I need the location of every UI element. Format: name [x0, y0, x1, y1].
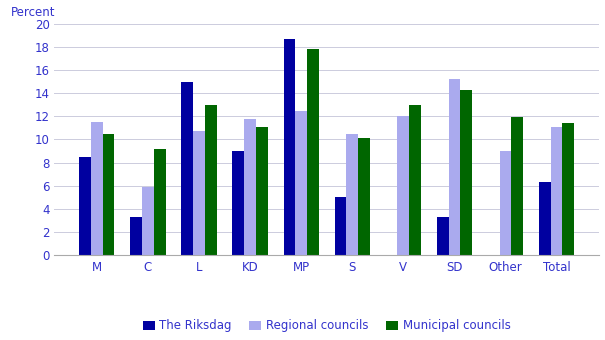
Bar	[154, 149, 166, 255]
Bar	[397, 116, 409, 255]
Bar	[142, 187, 154, 255]
Bar	[500, 151, 511, 255]
Bar	[232, 151, 244, 255]
Bar	[448, 79, 460, 255]
Text: Percent: Percent	[11, 6, 56, 19]
Bar	[244, 119, 256, 255]
Bar	[551, 127, 563, 255]
Bar	[539, 182, 551, 255]
Bar	[103, 134, 114, 255]
Bar	[91, 122, 103, 255]
Bar	[335, 197, 347, 255]
Bar	[511, 117, 523, 255]
Bar	[205, 105, 217, 255]
Bar	[307, 49, 319, 255]
Bar	[182, 82, 193, 255]
Bar	[563, 123, 574, 255]
Bar	[284, 39, 295, 255]
Bar	[460, 90, 472, 255]
Bar	[358, 138, 370, 255]
Bar	[295, 110, 307, 255]
Bar	[79, 157, 91, 255]
Bar	[437, 217, 448, 255]
Bar	[409, 105, 421, 255]
Bar	[256, 127, 267, 255]
Bar	[347, 134, 358, 255]
Bar	[193, 131, 205, 255]
Legend: The Riksdag, Regional councils, Municipal councils: The Riksdag, Regional councils, Municipa…	[138, 314, 515, 337]
Bar	[130, 217, 142, 255]
